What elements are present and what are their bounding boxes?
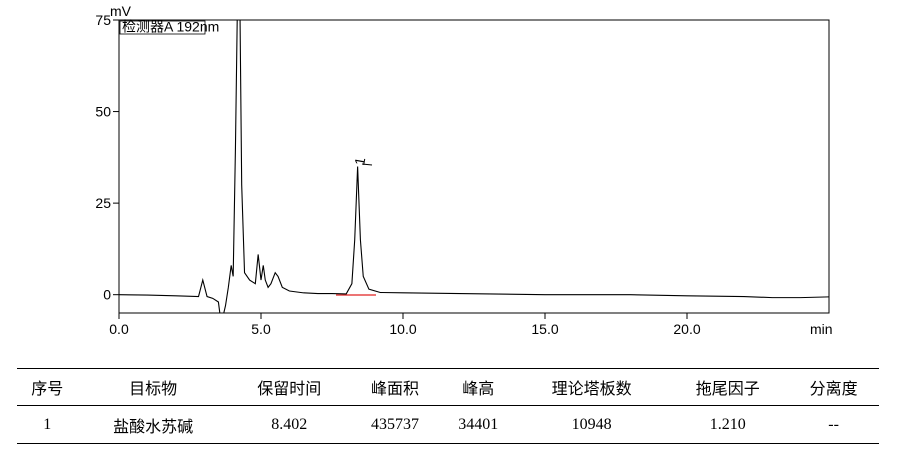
header-cell: 序号 (17, 368, 78, 406)
table-cell: 435737 (349, 405, 441, 444)
y-tick-label: 50 (95, 104, 111, 120)
table-row: 1 盐酸水苏碱 8.402 435737 34401 10948 1.210 -- (17, 405, 879, 444)
header-cell: 拖尾因子 (667, 368, 789, 406)
table-body: 1 盐酸水苏碱 8.402 435737 34401 10948 1.210 -- (17, 405, 879, 444)
x-tick-label: 0.0 (109, 321, 129, 337)
table-cell: 盐酸水苏碱 (77, 405, 229, 444)
header-row: 序号 目标物 保留时间 峰面积 峰高 理论塔板数 拖尾因子 分离度 (17, 368, 879, 406)
plot-frame (118, 19, 830, 314)
table-cell: 1.210 (667, 405, 789, 444)
x-tick-label: 20.0 (673, 321, 700, 337)
y-tick-label: 75 (95, 12, 111, 28)
table-cell: 1 (17, 405, 78, 444)
peak-label: 1 (351, 156, 368, 167)
x-unit: min (810, 321, 833, 337)
chart: mV min 检测器A 192nm 1 0 25 50 75 0.0 5.0 10.0 15.… (95, 3, 833, 337)
header-cell: 理论塔板数 (516, 368, 668, 406)
detector-box (119, 20, 206, 35)
header-cell: 保留时间 (228, 368, 350, 406)
y-tick-label: 0 (103, 287, 111, 303)
table-cell: -- (788, 405, 879, 444)
x-tick-label: 10.0 (389, 321, 416, 337)
header-cell: 目标物 (77, 368, 229, 406)
table-cell: 8.402 (228, 405, 350, 444)
y-unit: mV (110, 3, 132, 19)
y-tick-label: 25 (95, 195, 111, 211)
table-cell: 34401 (440, 405, 517, 444)
peak-marker (361, 163, 373, 166)
x-tick-label: 5.0 (251, 321, 271, 337)
header-cell: 峰面积 (349, 368, 441, 406)
x-tick-label: 15.0 (531, 321, 558, 337)
table-cell: 10948 (516, 405, 668, 444)
trace (119, 20, 829, 313)
result-table: 序号 目标物 保留时间 峰面积 峰高 理论塔板数 拖尾因子 分离度 1 盐酸水苏碱 8.402 43… (17, 368, 879, 444)
header-cell: 分离度 (788, 368, 879, 406)
detector-label: 检测器A 192nm (122, 19, 219, 35)
header-cell: 峰高 (440, 368, 517, 406)
